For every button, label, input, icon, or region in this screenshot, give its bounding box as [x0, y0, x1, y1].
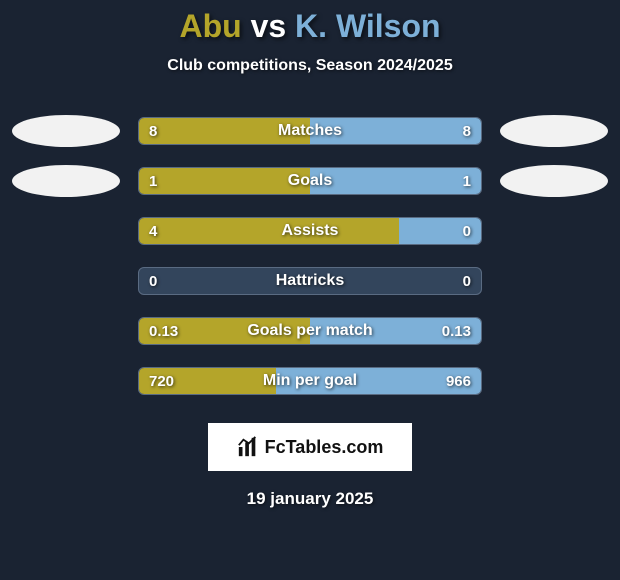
stat-bar: 88Matches — [138, 117, 482, 145]
bar-right-fill — [310, 168, 481, 194]
stat-rows: 88Matches 11Goals 40Assists 0 0Hattricks 0.13… — [0, 115, 620, 397]
stat-row: 0 0Hattricks — [0, 265, 620, 297]
bar-left-fill — [139, 218, 399, 244]
stat-bar: 0.130.13Goals per match — [138, 317, 482, 345]
bar-right-fill — [276, 368, 481, 394]
player2-badge — [500, 165, 608, 197]
chart-icon — [237, 436, 259, 458]
subtitle: Club competitions, Season 2024/2025 — [0, 57, 620, 75]
spacer — [12, 365, 120, 397]
spacer — [500, 215, 608, 247]
stat-row: 40Assists — [0, 215, 620, 247]
stat-row: 11Goals — [0, 165, 620, 197]
spacer — [12, 265, 120, 297]
bar-left-fill — [139, 168, 310, 194]
stat-value-left: 0 — [149, 268, 157, 294]
infographic-container: Abu vs K. Wilson Club competitions, Seas… — [0, 0, 620, 509]
badge-text: FcTables.com — [265, 437, 384, 458]
stat-bar: 720966Min per goal — [138, 367, 482, 395]
stat-bar: 0 0Hattricks — [138, 267, 482, 295]
stat-label: Hattricks — [139, 268, 481, 294]
page-title: Abu vs K. Wilson — [0, 8, 620, 45]
stat-row: 0.130.13Goals per match — [0, 315, 620, 347]
spacer — [12, 315, 120, 347]
bar-right-fill — [399, 218, 481, 244]
spacer — [500, 265, 608, 297]
player1-name: Abu — [179, 8, 241, 44]
vs-separator: vs — [251, 8, 287, 44]
bar-left-fill — [139, 118, 310, 144]
stat-bar: 11Goals — [138, 167, 482, 195]
player1-badge — [12, 115, 120, 147]
bar-left-fill — [139, 368, 276, 394]
bar-left-fill — [139, 318, 310, 344]
source-badge: FcTables.com — [208, 423, 412, 471]
stat-row: 720966Min per goal — [0, 365, 620, 397]
spacer — [500, 315, 608, 347]
player1-badge — [12, 165, 120, 197]
spacer — [500, 365, 608, 397]
player2-badge — [500, 115, 608, 147]
stat-row: 88Matches — [0, 115, 620, 147]
player2-name: K. Wilson — [295, 8, 440, 44]
bar-right-fill — [310, 318, 481, 344]
stat-bar: 40Assists — [138, 217, 482, 245]
spacer — [12, 215, 120, 247]
stat-value-right: 0 — [463, 268, 471, 294]
date-label: 19 january 2025 — [0, 489, 620, 509]
bar-right-fill — [310, 118, 481, 144]
